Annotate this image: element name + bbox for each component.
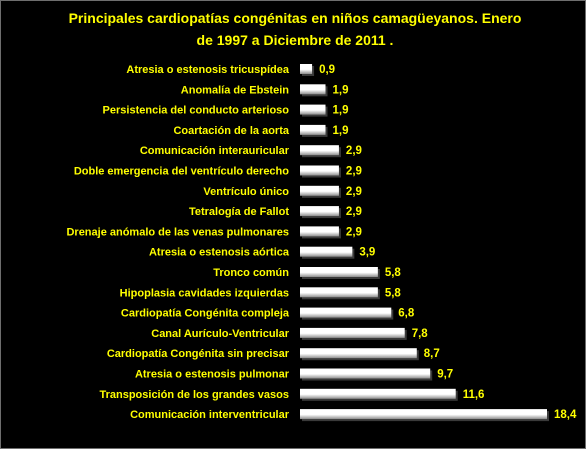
category-label: Hipoplasia cavidades izquierdas	[120, 287, 289, 299]
category-label: Tetralogía de Fallot	[189, 206, 289, 218]
value-label: 2,9	[346, 186, 362, 198]
chart-title-line-1: Principales cardiopatías congénitas en n…	[69, 10, 522, 26]
value-label: 7,8	[412, 328, 429, 340]
bar	[300, 104, 326, 115]
value-label: 2,9	[346, 166, 362, 178]
value-label: 6,8	[398, 308, 415, 320]
category-label: Cardiopatía Congénita compleja	[121, 308, 290, 320]
bar	[300, 84, 326, 95]
category-label: Drenaje anómalo de las venas pulmonares	[66, 226, 289, 238]
bar	[300, 409, 547, 420]
category-label: Ventrículo único	[203, 186, 289, 198]
value-label: 2,9	[346, 145, 362, 157]
value-label: 5,8	[385, 287, 402, 299]
category-label: Comunicación interauricular	[140, 145, 290, 157]
bar	[300, 124, 326, 135]
bar	[300, 165, 339, 176]
category-label: Persistencia del conducto arterioso	[103, 105, 290, 117]
value-label: 8,7	[424, 348, 440, 360]
value-label: 18,4	[554, 409, 577, 421]
value-label: 1,9	[333, 105, 349, 117]
bar	[300, 185, 339, 196]
category-label: Atresia o estenosis aórtica	[149, 247, 290, 259]
bar	[300, 267, 378, 277]
category-label: Canal Aurículo-Ventricular	[151, 328, 289, 340]
bar	[300, 388, 456, 399]
bar	[300, 368, 431, 379]
category-label: Cardiopatía Congénita sin precisar	[107, 348, 290, 360]
category-label: Atresia o estenosis pulmonar	[135, 369, 290, 381]
category-label: Atresia o estenosis tricuspídea	[126, 64, 289, 76]
value-label: 2,9	[346, 226, 362, 238]
bar	[300, 327, 405, 338]
category-label: Doble emergencia del ventrículo derecho	[74, 166, 289, 178]
bar	[300, 287, 378, 298]
value-label: 11,6	[463, 389, 485, 401]
bar	[300, 206, 339, 217]
bar	[300, 307, 392, 318]
value-label: 3,9	[359, 247, 375, 259]
category-label: Anomalía de Ebstein	[181, 84, 289, 96]
bars-layer: Atresia o estenosis tricuspídea 0,9 Anomal…	[66, 64, 577, 422]
category-label: Transposición de los grandes vasos	[99, 389, 289, 401]
value-label: 1,9	[333, 84, 349, 96]
value-label: 9,7	[437, 369, 453, 381]
value-label: 0,9	[319, 64, 335, 76]
bar	[300, 145, 339, 156]
value-label: 5,8	[385, 267, 402, 279]
value-label: 1,9	[333, 125, 349, 137]
value-label: 2,9	[346, 206, 362, 218]
bar	[300, 226, 339, 237]
category-label: Comunicación interventricular	[130, 409, 290, 421]
chart-title-line-2: de 1997 a Diciembre de 2011 .	[197, 32, 394, 48]
bar	[300, 64, 313, 74]
bar	[300, 246, 353, 257]
category-label: Coartación de la aorta	[173, 125, 289, 137]
category-label: Tronco común	[213, 267, 289, 279]
bar	[300, 348, 417, 359]
